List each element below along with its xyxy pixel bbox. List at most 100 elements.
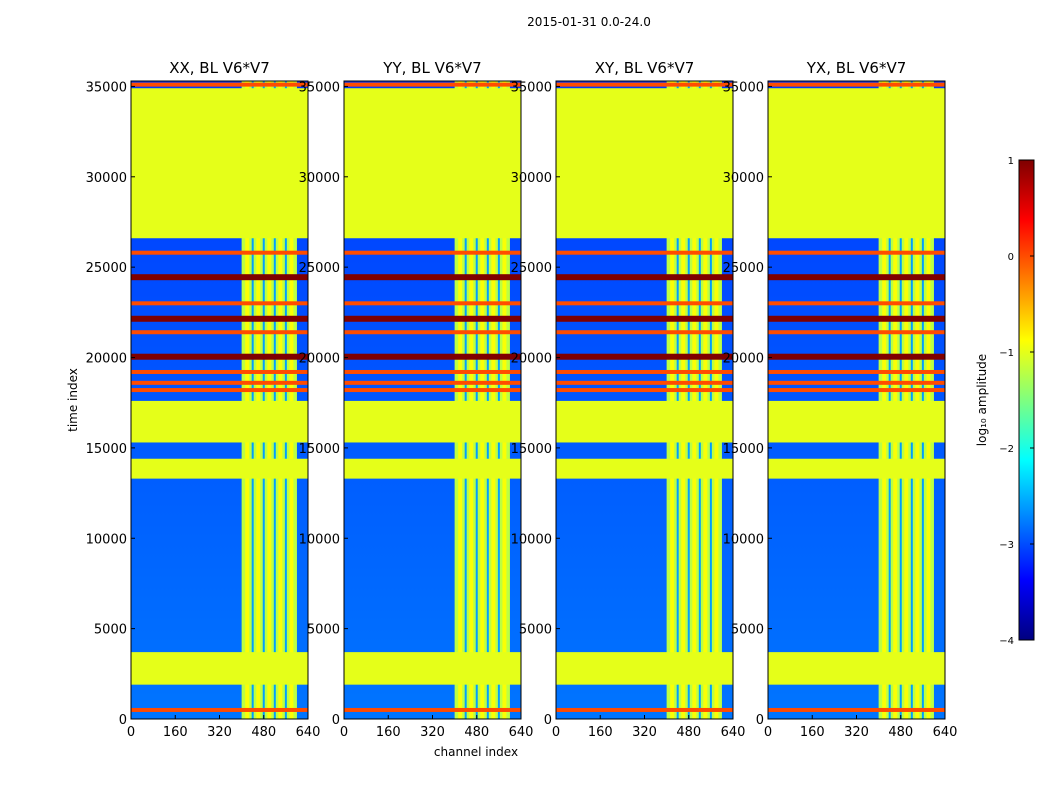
colorbar-gradient [1018,159,1035,641]
rfi-streak [904,81,909,719]
bad-time-row [556,301,733,306]
x-tick-label: 320 [632,725,657,740]
rfi-streak [502,81,507,719]
bad-time-row [768,380,945,385]
x-tick-label: 480 [251,725,276,740]
bad-time-row [344,353,521,360]
rfi-gap [687,81,690,719]
x-tick-label: 640 [509,725,534,740]
y-tick-label: 15000 [86,442,127,457]
bad-time-row [344,707,521,712]
bad-time-row [768,353,945,360]
x-tick-label: 160 [163,725,188,740]
bad-time-row [768,250,945,255]
rfi-streak [692,81,697,719]
x-tick-label: 0 [552,725,560,740]
bad-time-row [344,380,521,385]
x-tick-label: 0 [340,725,348,740]
y-tick-label: 30000 [299,171,340,186]
rfi-streak [267,81,272,719]
y-tick-label: 35000 [723,80,764,95]
bad-time-row [556,380,733,385]
figure-suptitle: 2015-01-31 0.0-24.0 [527,15,651,29]
bad-time-row [344,369,521,374]
rfi-streak [458,81,463,719]
flagged-time-block [131,458,308,479]
bad-time-row [344,274,521,281]
y-tick-label: 35000 [511,80,552,95]
y-tick-label: 5000 [519,623,552,638]
x-tick-label: 160 [376,725,401,740]
x-tick-label: 640 [296,725,321,740]
rfi-gap [709,81,712,719]
y-tick-label: 15000 [723,442,764,457]
rfi-gap [698,81,701,719]
bad-time-row [344,82,521,87]
bad-time-row [556,353,733,360]
y-tick-label: 20000 [723,352,764,367]
colorbar: 1 0 −1 −2 −3 −4 log₁₀ amplitude [975,156,1035,647]
y-tick-label: 5000 [307,623,340,638]
y-tick-label: 30000 [723,171,764,186]
flagged-time-block [131,400,308,443]
bad-time-row [131,82,308,87]
y-tick-label: 25000 [511,261,552,276]
rfi-streak [491,81,496,719]
bad-time-row [344,250,521,255]
panel-4: YX, BL V6*V7 0 160 320 480 640 0 5000 10000 15000… [723,59,958,740]
rfi-gap [497,81,500,719]
x-tick-label: 640 [933,725,958,740]
flagged-time-block [344,458,521,479]
x-tick-label: 320 [207,725,232,740]
x-tick-label: 480 [464,725,489,740]
bad-time-row [556,369,733,374]
bad-time-row [556,388,733,393]
x-tick-label: 640 [721,725,746,740]
bad-time-row [344,330,521,335]
y-tick-label: 25000 [299,261,340,276]
bad-time-row [131,388,308,393]
panel-3: XY, BL V6*V7 0 160 320 480 640 0 5000 10000 15000… [511,59,746,740]
x-tick-label: 480 [676,725,701,740]
bad-time-row [344,301,521,306]
rfi-streak [278,81,283,719]
panel-1: XX, BL V6*V7 0 160 320 480 640 0 5000 10000 15000… [86,59,321,740]
y-tick-label: 35000 [86,80,127,95]
rfi-gap [475,81,478,719]
bad-time-row [344,315,521,322]
flagged-time-block [556,88,733,239]
rfi-gap [921,81,924,719]
y-tick-label: 15000 [511,442,552,457]
x-tick-label: 320 [420,725,445,740]
rfi-gap [262,81,265,719]
x-tick-label: 480 [888,725,913,740]
flagged-time-block [344,400,521,443]
y-tick-label: 5000 [94,623,127,638]
bad-time-row [344,388,521,393]
flagged-time-block [768,458,945,479]
y-tick-label: 10000 [299,532,340,547]
bad-time-row [768,388,945,393]
y-tick-label: 35000 [299,80,340,95]
bad-time-row [131,301,308,306]
rfi-streak [714,81,719,719]
panel-title: XY, BL V6*V7 [595,59,695,77]
bad-time-row [768,369,945,374]
x-tick-label: 160 [588,725,613,740]
rfi-streak [926,81,931,719]
bad-time-row [556,330,733,335]
flagged-time-block [344,88,521,239]
flagged-time-block [768,400,945,443]
y-tick-label: 10000 [723,532,764,547]
flagged-time-block [768,652,945,685]
bad-time-row [768,301,945,306]
rfi-streak [256,81,261,719]
panels-group: XX, BL V6*V7 0 160 320 480 640 0 5000 10000 15000… [86,59,958,740]
flagged-time-block [556,652,733,685]
rfi-gap [486,81,489,719]
y-tick-label: 20000 [511,352,552,367]
x-tick-label: 0 [764,725,772,740]
y-tick-label: 0 [756,713,764,728]
bad-time-row [768,330,945,335]
